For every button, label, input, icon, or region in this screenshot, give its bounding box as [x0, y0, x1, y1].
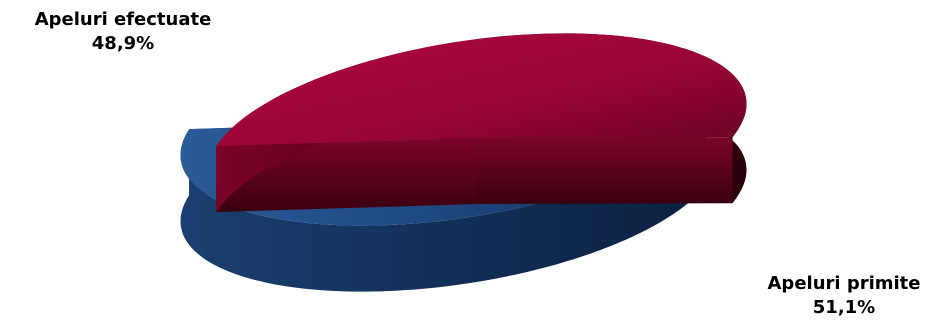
- slice-label-apeluri-efectuate: Apeluri efectuate 48,9%: [8, 8, 238, 56]
- slice-label-apeluri-primite: Apeluri primite 51,1%: [752, 272, 936, 320]
- slice-name: Apeluri primite: [767, 273, 921, 294]
- slice-side-wall: [180, 120, 706, 292]
- slice-percent: 51,1%: [812, 297, 876, 318]
- slice-percent: 48,9%: [91, 33, 155, 54]
- slice-name: Apeluri efectuate: [34, 9, 212, 30]
- slice-top-face: [216, 33, 747, 147]
- pie-slice-apeluri-primite: [216, 33, 747, 213]
- slice-cut-face: [477, 137, 733, 204]
